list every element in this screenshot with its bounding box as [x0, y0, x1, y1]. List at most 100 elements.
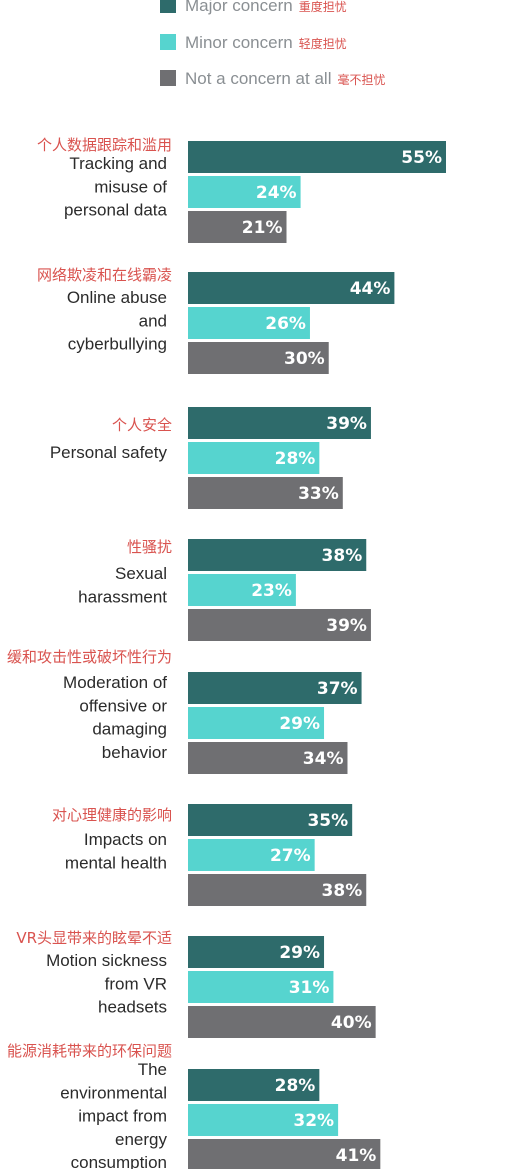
category-label-line: offensive or — [79, 696, 167, 715]
category-label-line: personal data — [64, 201, 168, 220]
bar-value-label: 33% — [298, 484, 339, 504]
category-label-zh: VR头显带来的眩晕不适 — [16, 929, 172, 947]
bar-value-label: 39% — [326, 616, 367, 636]
bar-none — [188, 874, 367, 906]
category-label-line: cyberbullying — [68, 335, 167, 354]
bar-value-label: 37% — [317, 679, 358, 699]
category-label-zh: 个人数据跟踪和滥用 — [37, 136, 172, 154]
bar-value-label: 30% — [284, 349, 325, 369]
category-label-line: behavior — [102, 743, 168, 762]
category-label-line: headsets — [98, 998, 167, 1017]
bar-value-label: 27% — [270, 846, 311, 866]
legend-label-zh: 毫不担忧 — [337, 72, 385, 87]
category-label-zh: 缓和攻击性或破坏性行为 — [7, 648, 172, 666]
category-label-line: Moderation of — [63, 673, 167, 692]
bar-none — [188, 1139, 381, 1169]
bar-value-label: 35% — [307, 811, 348, 831]
bar-value-label: 28% — [275, 1076, 316, 1096]
category-group: VR头显带来的眩晕不适 Motion sickness from VR headset… — [16, 929, 376, 1038]
category-label-line: Online abuse — [67, 288, 167, 307]
category-label-en: Moderation of offensive or damaging behavio… — [63, 673, 167, 762]
legend-label-en: Minor concern — [185, 33, 293, 52]
category-group: 网络欺凌和在线霸凌 Online abuse and cyberbullying 44%… — [37, 266, 395, 374]
category-label-line: from VR — [105, 974, 167, 993]
bar-minor — [188, 707, 325, 739]
bar-value-label: 31% — [289, 978, 330, 998]
bar-none — [188, 609, 371, 641]
bar-value-label: 38% — [322, 546, 363, 566]
category-label-line: impact from — [78, 1107, 167, 1126]
bar-value-label: 39% — [326, 414, 367, 434]
category-label-en: Sexual harassment — [78, 564, 167, 606]
category-label-zh: 能源消耗带来的环保问题 — [7, 1042, 172, 1060]
category-label-zh: 网络欺凌和在线霸凌 — [37, 266, 172, 284]
bar-value-label: 32% — [293, 1111, 334, 1131]
category-label-en: Impacts on mental health — [65, 830, 167, 872]
category-label-zh: 对心理健康的影响 — [52, 806, 172, 824]
bar-minor — [188, 1104, 339, 1136]
category-label-zh: 性骚扰 — [127, 538, 172, 556]
category-label-en: The environmental impact from energy consump… — [60, 1060, 167, 1169]
bar-major — [188, 272, 395, 304]
bar-none — [188, 342, 329, 374]
bar-minor — [188, 839, 315, 871]
bar-major — [188, 1069, 320, 1101]
bar-value-label: 38% — [322, 881, 363, 901]
category-label-line: Tracking and — [69, 154, 167, 173]
category-label-line: consumption — [71, 1153, 167, 1169]
category-label-en: Tracking and misuse of personal data — [64, 154, 168, 220]
category-group: 对心理健康的影响 Impacts on mental health 35% 27% 38% — [52, 804, 367, 906]
bar-minor — [188, 574, 296, 606]
category-label-line: energy — [115, 1130, 167, 1149]
category-label-line: Sexual — [115, 564, 167, 583]
category-label-zh: 个人安全 — [112, 416, 172, 434]
bar-minor — [188, 442, 320, 474]
category-label-line: environmental — [60, 1083, 167, 1102]
legend-label-zh: 重度担忧 — [299, 0, 347, 14]
bar-major — [188, 407, 371, 439]
category-group: 性骚扰 Sexual harassment 38% 23% 39% — [78, 538, 371, 641]
category-group: 个人安全 Personal safety 39% 28% 33% — [50, 407, 371, 509]
category-label-line: Motion sickness — [46, 951, 167, 970]
bar-major — [188, 804, 353, 836]
bar-value-label: 44% — [350, 279, 391, 299]
bar-major — [188, 141, 446, 173]
bar-value-label: 21% — [242, 218, 283, 238]
bar-none — [188, 211, 287, 243]
category-label-en: Personal safety — [50, 443, 168, 462]
bar-value-label: 28% — [275, 449, 316, 469]
legend-label-en: Major concern — [185, 0, 293, 15]
bar-none — [188, 1006, 376, 1038]
category-group: 缓和攻击性或破坏性行为 Moderation of offensive or dama… — [7, 648, 362, 774]
bar-value-label: 55% — [401, 148, 442, 168]
legend-label-zh: 轻度担忧 — [299, 36, 347, 51]
legend: Major concern 重度担忧 Minor concern 轻度担忧 Not a … — [160, 0, 385, 88]
bar-minor — [188, 971, 334, 1003]
legend-swatch-minor — [160, 34, 176, 50]
category-label-line: The — [138, 1060, 167, 1079]
category-label-line: Impacts on — [84, 830, 167, 849]
category-label-line: harassment — [78, 587, 167, 606]
category-label-en: Motion sickness from VR headsets — [46, 951, 167, 1017]
category-label-line: Personal safety — [50, 443, 168, 462]
bar-value-label: 23% — [251, 581, 292, 601]
bar-value-label: 26% — [265, 314, 306, 334]
bar-major — [188, 936, 325, 968]
bar-value-label: 40% — [331, 1013, 372, 1033]
bar-value-label: 41% — [336, 1146, 377, 1166]
bar-value-label: 34% — [303, 749, 344, 769]
category-label-line: misuse of — [94, 177, 167, 196]
category-label-line: mental health — [65, 853, 167, 872]
bar-none — [188, 477, 343, 509]
bar-major — [188, 672, 362, 704]
legend-label-major: Major concern 重度担忧 — [185, 0, 347, 15]
bar-value-label: 29% — [279, 943, 320, 963]
bar-major — [188, 539, 367, 571]
category-label-line: damaging — [92, 720, 167, 739]
legend-label-minor: Minor concern 轻度担忧 — [185, 33, 347, 52]
bar-none — [188, 742, 348, 774]
category-label-line: and — [139, 311, 167, 330]
